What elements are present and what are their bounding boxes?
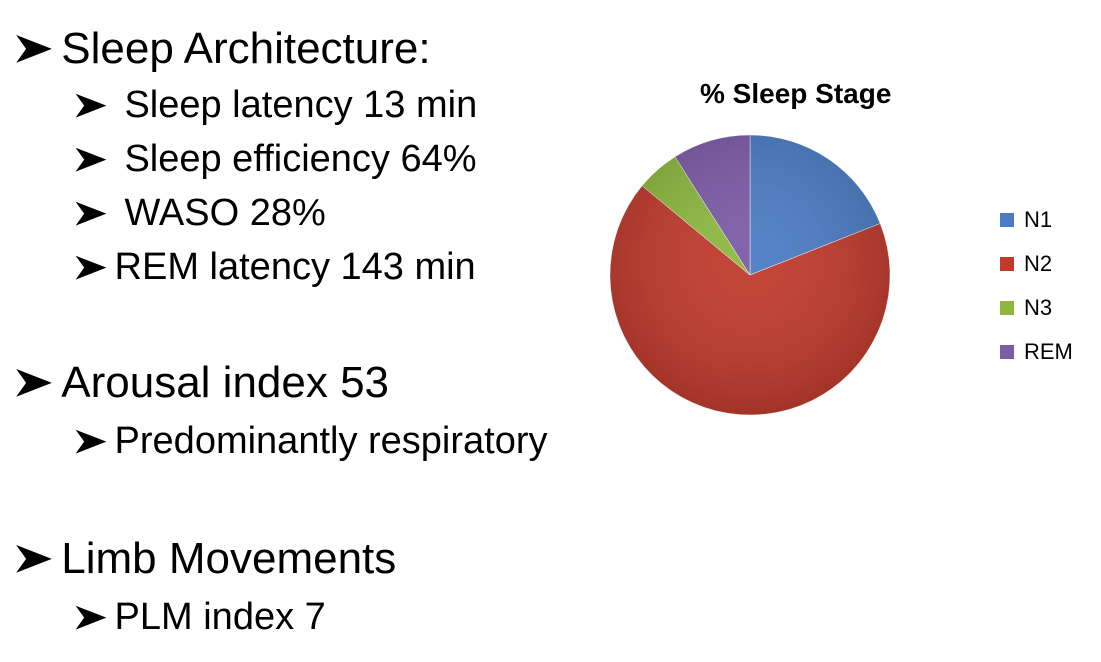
bullet-text: REM latency 143 min <box>114 246 476 288</box>
legend-swatch <box>1000 345 1014 359</box>
legend-label: REM <box>1024 339 1073 364</box>
chart-legend: N1 N2 N3 REM <box>1000 198 1073 374</box>
legend-swatch <box>1000 213 1014 227</box>
bullet-text: PLM index 7 <box>114 596 326 638</box>
bullet-rem-latency: REM latency 143 min <box>72 246 476 289</box>
arrow-bullet-icon <box>12 543 56 575</box>
section-heading-limb-movements: Limb Movements <box>12 534 396 584</box>
bullet-waso: WASO 28% <box>72 192 326 235</box>
arrow-bullet-icon <box>72 92 110 119</box>
legend-swatch <box>1000 301 1014 315</box>
pie-svg <box>609 134 891 416</box>
bullet-text: Predominantly respiratory <box>114 420 548 462</box>
section-heading-arousal-index: Arousal index 53 <box>12 358 389 408</box>
section-heading-sleep-architecture: Sleep Architecture: <box>12 24 431 74</box>
legend-label: N1 <box>1024 207 1053 232</box>
bullet-sleep-latency: Sleep latency 13 min <box>72 84 477 127</box>
chart-title: % Sleep Stage <box>700 78 892 109</box>
bullet-text: Sleep efficiency 64% <box>124 138 477 180</box>
arrow-bullet-icon <box>12 33 56 65</box>
bullet-plm-index: PLM index 7 <box>72 596 326 639</box>
legend-label: N3 <box>1024 295 1053 320</box>
legend-swatch <box>1000 257 1014 271</box>
legend-item-n1: N1 <box>1000 198 1073 242</box>
arrow-bullet-icon <box>72 146 110 173</box>
legend-label: N2 <box>1024 251 1053 276</box>
bullet-text: WASO 28% <box>124 192 326 234</box>
legend-item-n2: N2 <box>1000 242 1073 286</box>
legend-item-n3: N3 <box>1000 286 1073 330</box>
pie-shading <box>610 135 890 415</box>
pie-chart <box>600 125 900 425</box>
bullet-predominantly-respiratory: Predominantly respiratory <box>72 420 548 463</box>
bullet-text: Sleep latency 13 min <box>124 84 478 126</box>
heading-text: Arousal index 53 <box>61 358 390 407</box>
legend-item-rem: REM <box>1000 330 1073 374</box>
arrow-bullet-icon <box>72 200 110 227</box>
bullet-sleep-efficiency: Sleep efficiency 64% <box>72 138 477 181</box>
heading-text: Sleep Architecture: <box>61 24 431 73</box>
heading-text: Limb Movements <box>61 534 397 583</box>
arrow-bullet-icon <box>72 254 110 281</box>
arrow-bullet-icon <box>12 367 56 399</box>
arrow-bullet-icon <box>72 604 110 631</box>
arrow-bullet-icon <box>72 428 110 455</box>
